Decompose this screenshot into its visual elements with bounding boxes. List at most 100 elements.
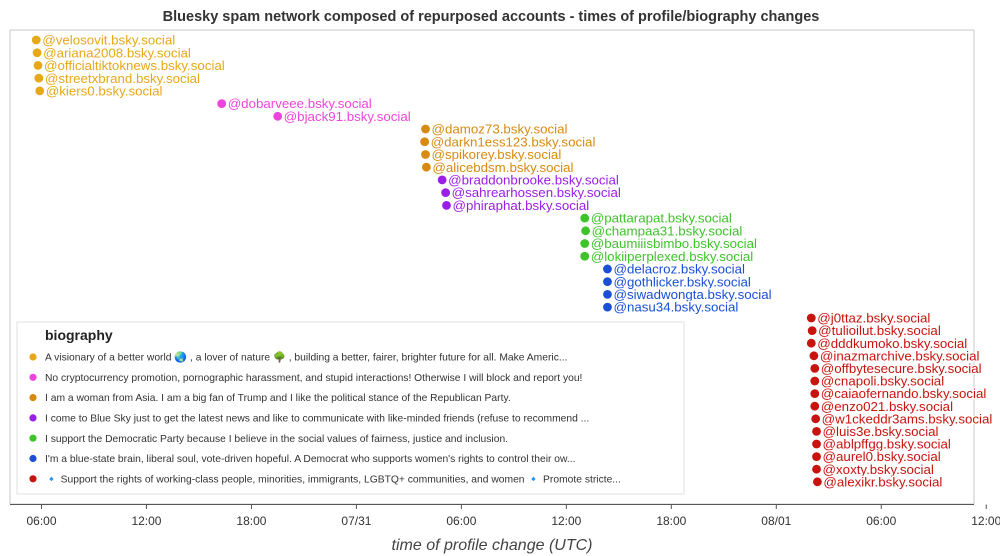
data-point[interactable] <box>580 251 590 261</box>
data-point[interactable] <box>810 376 820 386</box>
legend-marker <box>29 394 37 402</box>
data-point-label: @phiraphat.bsky.social <box>453 198 590 213</box>
data-point-label: @inazmarchive.bsky.social <box>820 348 980 363</box>
data-point-label: @ariana2008.bsky.social <box>43 45 191 60</box>
data-point[interactable] <box>603 277 612 287</box>
data-point-label: @champaa31.bsky.social <box>592 223 743 238</box>
data-point[interactable] <box>812 439 821 449</box>
legend-entry-text: 🔹 Support the rights of working-class pe… <box>45 474 621 485</box>
data-point-label: @enzo021.bsky.social <box>821 399 953 414</box>
data-point[interactable] <box>603 290 612 299</box>
data-point[interactable] <box>807 326 817 335</box>
data-point[interactable] <box>421 150 430 159</box>
legend-entry-text: I'm a blue-state brain, liberal soul, vo… <box>45 454 575 465</box>
data-point-label: @gothlicker.bsky.social <box>613 274 750 289</box>
data-point-label: @alicebdsm.bsky.social <box>432 160 573 175</box>
data-point[interactable] <box>580 213 590 223</box>
legend-entry-text: I come to Blue Sky just to get the lates… <box>45 414 589 425</box>
data-point[interactable] <box>580 239 590 248</box>
data-point[interactable] <box>34 73 44 83</box>
data-point[interactable] <box>437 175 447 185</box>
data-point-label: @damoz73.bsky.social <box>432 122 568 137</box>
x-axis-ticks: 06:00 12:00 18:00 07/31 06:00 12:00 18:00 08/01… <box>26 504 1000 528</box>
data-point-label: @aurel0.bsky.social <box>823 449 941 464</box>
data-point[interactable] <box>810 364 820 373</box>
legend-marker <box>29 414 37 422</box>
data-point[interactable] <box>812 464 821 474</box>
data-point-label: @cnapoli.bsky.social <box>821 374 944 389</box>
data-point[interactable] <box>810 401 820 411</box>
legend-entry-text: A visionary of a better world 🌏 , a love… <box>45 351 567 364</box>
data-point[interactable] <box>810 389 820 398</box>
data-point-label: @sahrearhossen.bsky.social <box>452 185 621 200</box>
data-point-label: @dobarveee.bsky.social <box>228 96 372 111</box>
data-point[interactable] <box>603 264 612 274</box>
legend-title: biography <box>45 327 113 343</box>
x-tick-label: 08/01 <box>761 514 791 528</box>
x-tick-label: 06:00 <box>866 514 896 528</box>
data-point-label: @luis3e.bsky.social <box>823 424 939 439</box>
legend: biography A visionary of a better world … <box>16 321 685 495</box>
x-tick-label: 18:00 <box>236 514 266 528</box>
data-point-label: @kiers0.bsky.social <box>46 83 163 98</box>
data-point-label: @streetxbrand.bsky.social <box>45 71 200 86</box>
x-axis-label: time of profile change (UTC) <box>392 537 593 554</box>
x-tick-label: 12:00 <box>551 514 581 528</box>
data-point[interactable] <box>603 302 612 312</box>
legend-box <box>16 321 685 495</box>
chart-title: Bluesky spam network composed of repurpo… <box>163 9 820 25</box>
x-tick-label: 12:00 <box>131 514 161 528</box>
legend-entry-text: I support the Democratic Party because I… <box>45 434 508 445</box>
data-point[interactable] <box>421 124 430 134</box>
legend-marker <box>29 454 37 463</box>
data-point-label: @xoxty.bsky.social <box>823 462 934 477</box>
data-point[interactable] <box>273 111 283 121</box>
data-point[interactable] <box>581 226 591 236</box>
data-point[interactable] <box>809 351 819 361</box>
data-point-label: @braddonbrooke.bsky.social <box>448 173 619 188</box>
data-point[interactable] <box>813 477 822 487</box>
data-point[interactable] <box>35 86 45 96</box>
data-point-label: @ablpffgg.bsky.social <box>823 437 951 452</box>
data-point-label: @spikorey.bsky.social <box>432 147 562 162</box>
data-point[interactable] <box>31 35 41 45</box>
data-point-label: @officialtiktoknews.bsky.social <box>44 58 225 73</box>
data-point-label: @baumiiisbimbo.bsky.social <box>591 236 757 251</box>
x-tick-label: 12:00 <box>971 514 1000 528</box>
data-point-label: @nasu34.bsky.social <box>613 300 738 315</box>
data-point[interactable] <box>812 427 821 436</box>
data-point-label: @tulioilut.bsky.social <box>818 323 941 338</box>
data-point[interactable] <box>442 200 451 210</box>
data-point[interactable] <box>32 48 42 58</box>
data-point[interactable] <box>441 188 451 198</box>
data-point[interactable] <box>33 61 43 70</box>
x-tick-label: 18:00 <box>656 514 686 528</box>
data-point-label: @caiaofernando.bsky.social <box>821 386 987 401</box>
data-point-label: @lokiiperplexed.bsky.social <box>591 249 754 264</box>
data-point-label: @alexikr.bsky.social <box>823 474 942 489</box>
legend-entry-text: No cryptocurrency promotion, pornographi… <box>45 373 582 384</box>
data-point[interactable] <box>420 137 430 147</box>
x-tick-label: 06:00 <box>26 514 56 528</box>
data-point[interactable] <box>811 414 821 424</box>
legend-marker <box>29 434 37 442</box>
data-point-label: @offbytesecure.bsky.social <box>821 361 982 376</box>
data-point-label: @darkn1ess123.bsky.social <box>431 134 596 149</box>
points-layer: @velosovit.bsky.social@ariana2008.bsky.s… <box>31 31 994 491</box>
legend-marker <box>29 475 37 483</box>
data-point[interactable] <box>812 452 821 461</box>
legend-marker <box>29 373 37 381</box>
data-point-label: @w1ckeddr3ams.bsky.social <box>822 411 993 426</box>
legend-entry-text: I am a woman from Asia. I am a big fan o… <box>45 393 511 404</box>
data-point[interactable] <box>806 338 816 348</box>
data-point-label: @pattarapat.bsky.social <box>591 211 732 226</box>
data-point[interactable] <box>217 99 227 108</box>
data-point-label: @siwadwongta.bsky.social <box>613 287 771 302</box>
x-tick-label: 07/31 <box>341 514 371 528</box>
data-point-label: @velosovit.bsky.social <box>42 33 175 48</box>
data-point[interactable] <box>806 313 816 323</box>
data-point-label: @j0ttaz.bsky.social <box>817 311 930 326</box>
legend-marker <box>29 353 37 361</box>
data-point[interactable] <box>421 162 431 172</box>
